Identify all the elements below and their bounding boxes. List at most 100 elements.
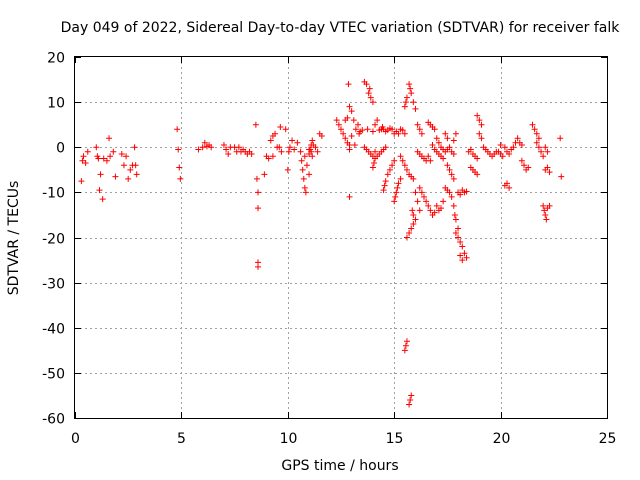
data-point: [533, 139, 540, 146]
data-point: [431, 209, 438, 216]
axis-ticks: [75, 57, 608, 419]
data-point: [540, 153, 547, 160]
data-point: [476, 130, 483, 137]
data-point: [525, 164, 532, 171]
data-point: [345, 81, 352, 88]
data-point: [433, 135, 440, 142]
data-point: [298, 157, 305, 164]
data-point: [461, 250, 468, 257]
data-point: [364, 126, 371, 133]
data-points: [78, 78, 565, 408]
y-tick-label: -40: [42, 322, 65, 338]
data-point: [558, 173, 565, 180]
data-point: [106, 135, 113, 142]
data-point: [389, 162, 396, 169]
data-point: [452, 130, 459, 137]
data-point: [446, 166, 453, 173]
data-point: [467, 146, 474, 153]
data-point: [302, 189, 309, 196]
data-point: [401, 347, 408, 354]
data-point: [416, 184, 423, 191]
data-point: [350, 117, 357, 124]
data-point: [131, 144, 138, 151]
data-point: [309, 153, 316, 160]
data-point: [402, 342, 409, 349]
data-point: [208, 144, 215, 151]
data-point: [306, 171, 313, 178]
data-point: [540, 202, 547, 209]
data-point: [459, 257, 466, 264]
data-point: [386, 166, 393, 173]
data-point: [335, 121, 342, 128]
data-point: [501, 144, 508, 151]
data-point: [176, 164, 183, 171]
data-point: [201, 139, 208, 146]
data-point: [427, 207, 434, 214]
data-point: [286, 144, 293, 151]
data-point: [546, 202, 553, 209]
data-point: [95, 155, 102, 162]
data-point: [406, 81, 413, 88]
data-point: [414, 121, 421, 128]
data-point: [306, 151, 313, 158]
data-point: [450, 137, 457, 144]
data-point: [118, 151, 125, 158]
data-point: [444, 162, 451, 169]
data-point: [359, 127, 366, 134]
data-point: [425, 153, 432, 160]
data-point: [463, 254, 470, 261]
y-tick-label: 0: [56, 141, 65, 157]
data-point: [543, 216, 550, 223]
data-point: [503, 180, 510, 187]
data-point: [408, 225, 415, 232]
data-point: [267, 137, 274, 144]
y-tick-label: -60: [42, 412, 65, 428]
data-point: [255, 263, 262, 270]
data-point: [410, 99, 417, 106]
data-point: [370, 160, 377, 167]
data-point: [440, 146, 447, 153]
data-point: [433, 202, 440, 209]
data-point: [535, 144, 542, 151]
data-point: [348, 108, 355, 115]
data-point: [395, 130, 402, 137]
data-point: [497, 141, 504, 148]
data-point: [440, 198, 447, 205]
data-point: [382, 144, 389, 151]
data-point: [401, 130, 408, 137]
data-point: [406, 401, 413, 408]
data-point: [272, 130, 279, 137]
data-point: [382, 178, 389, 185]
data-point: [195, 146, 202, 153]
data-point: [392, 193, 399, 200]
data-point: [301, 153, 308, 160]
data-point: [235, 144, 242, 151]
data-point: [399, 157, 406, 164]
data-point: [82, 160, 89, 167]
data-point: [474, 112, 481, 119]
data-point: [457, 191, 464, 198]
data-point: [369, 99, 376, 106]
x-tick-label: 0: [71, 431, 80, 447]
data-point: [510, 144, 517, 151]
data-point: [423, 198, 430, 205]
data-point: [289, 137, 296, 144]
data-point: [499, 153, 506, 160]
data-point: [120, 162, 127, 169]
data-point: [506, 184, 513, 191]
data-point: [308, 141, 315, 148]
data-point: [351, 141, 358, 148]
data-point: [199, 144, 206, 151]
y-tick-label: -50: [42, 367, 65, 383]
data-point: [410, 175, 417, 182]
data-point: [384, 171, 391, 178]
data-point: [220, 141, 227, 148]
data-point: [248, 151, 255, 158]
data-point: [418, 130, 425, 137]
data-point: [542, 211, 549, 218]
data-point: [318, 132, 325, 139]
data-point: [123, 153, 130, 160]
data-point: [174, 126, 181, 133]
data-point: [78, 178, 85, 185]
data-point: [93, 144, 100, 151]
